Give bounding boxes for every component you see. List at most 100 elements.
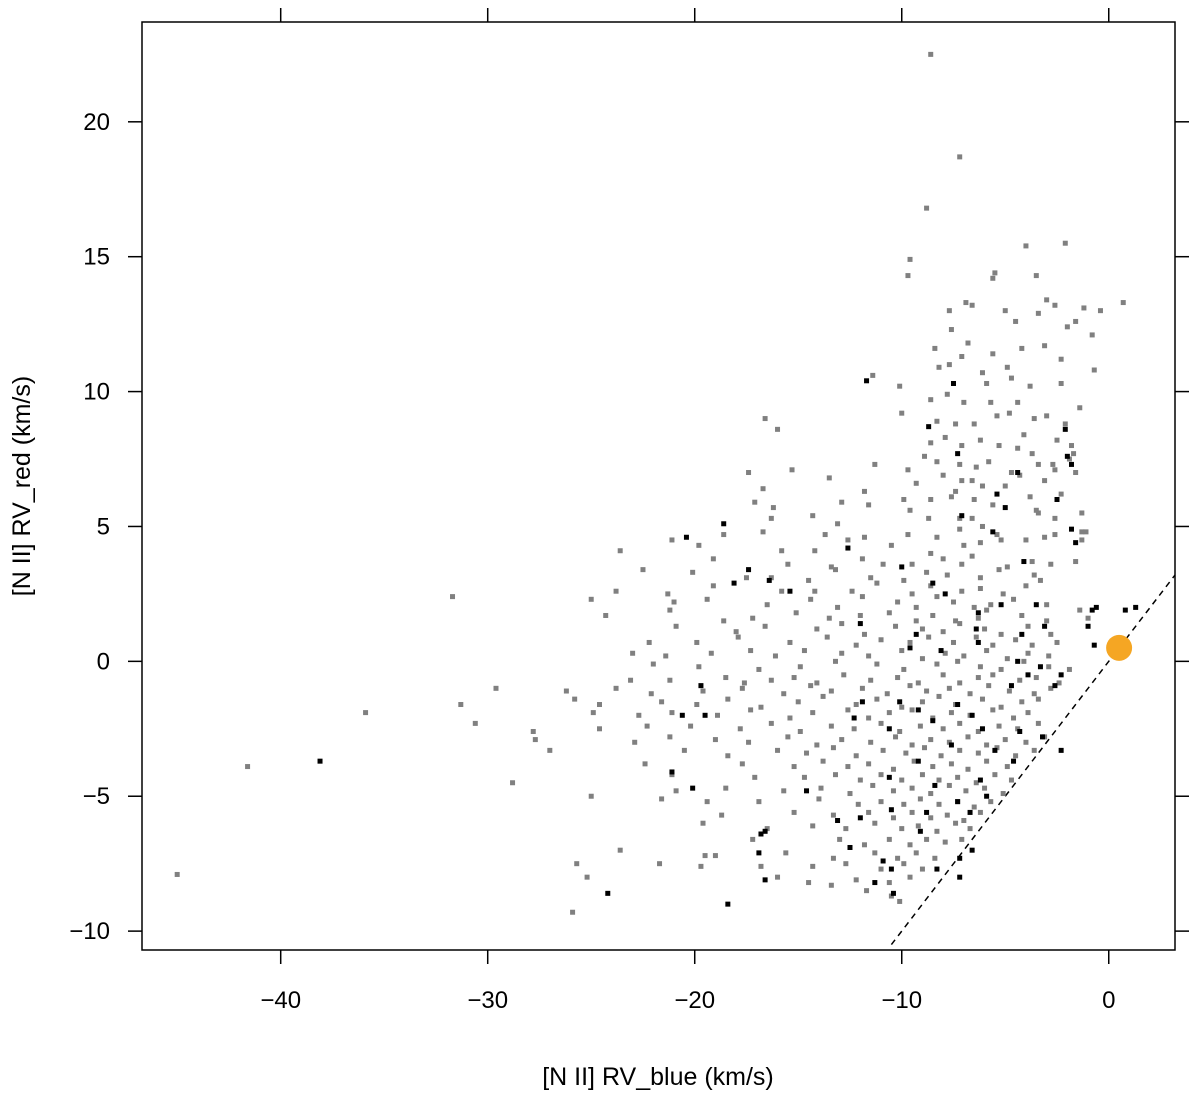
data-point-gray [998,537,1004,543]
data-point-black [886,726,892,732]
data-point-gray [886,610,892,616]
data-point-gray [768,720,774,726]
data-point-gray [905,273,911,279]
data-point-gray [839,737,845,743]
data-point-gray [936,693,942,699]
data-point-gray [820,693,826,699]
data-point-gray [584,874,590,880]
data-point-gray [1073,470,1079,476]
data-point-gray [944,391,950,397]
data-point-gray [694,702,700,708]
data-point-gray [775,874,781,880]
data-point-gray [946,739,952,745]
data-point-gray [975,750,981,756]
data-point-gray [801,774,807,780]
data-point-gray [752,774,758,780]
data-point-gray [363,710,369,716]
data-point-gray [708,650,714,656]
data-point-gray [998,704,1004,710]
data-point-black [1002,505,1008,511]
data-point-gray [849,588,855,594]
data-point-black [845,545,851,551]
data-point-gray [613,588,619,594]
data-point-gray [984,607,990,613]
data-point-gray [775,426,781,432]
data-point-gray [930,715,936,721]
data-point-black [975,610,981,616]
data-point-gray [961,818,967,824]
data-point-black [731,580,737,586]
data-point-gray [835,521,841,527]
data-point-gray [472,720,478,726]
data-point-gray [563,688,569,694]
data-point-gray [712,853,718,859]
data-point-black [942,591,948,597]
data-point-gray [967,691,973,697]
data-point-gray [946,782,952,788]
data-point-gray [928,791,934,797]
data-point-black [1015,658,1021,664]
data-point-gray [839,621,845,627]
data-point-black [1037,664,1043,670]
data-point-gray [990,672,996,678]
data-point-gray [946,685,952,691]
data-point-black [955,799,961,805]
data-point-gray [907,874,913,880]
data-point-gray [897,383,903,389]
data-point-gray [868,677,874,683]
data-point-gray [977,809,983,815]
data-point-gray [893,623,899,629]
data-point-black [990,529,996,535]
data-point-black [1058,672,1064,678]
data-point-gray [1062,421,1068,427]
data-point-gray [648,691,654,697]
data-point-gray [948,710,954,716]
data-point-gray [510,780,516,786]
data-point-gray [913,604,919,610]
data-point-gray [934,661,940,667]
data-point-gray [779,548,785,554]
data-point-gray [909,591,915,597]
data-point-gray [810,863,816,869]
data-point-gray [853,877,859,883]
plot-frame [141,21,1176,951]
data-point-gray [992,772,998,778]
data-point-gray [785,734,791,740]
data-point-gray [953,488,959,494]
data-point-gray [667,734,673,740]
data-point-gray [919,772,925,778]
data-point-gray [845,537,851,543]
x-tick-label: −30 [467,987,508,1014]
data-point-gray [969,478,975,484]
data-point-black [1058,747,1064,753]
data-point-gray [1079,537,1085,543]
data-point-gray [1023,583,1029,589]
data-point-black [1015,470,1021,476]
data-point-gray [1042,478,1048,484]
data-point-gray [1068,443,1074,449]
data-point-gray [897,898,903,904]
data-point-gray [1073,318,1079,324]
data-point-gray [1077,607,1083,613]
data-point-gray [922,453,928,459]
data-point-black [930,718,936,724]
data-point-gray [919,656,925,662]
data-point-black [998,602,1004,608]
data-point-gray [959,478,965,484]
data-point-black [1017,728,1023,734]
data-point-gray [826,615,832,621]
data-point-gray [1035,720,1041,726]
data-point-gray [1013,318,1019,324]
data-point-gray [979,523,985,529]
data-point-gray [845,764,851,770]
data-point-gray [1044,297,1050,303]
data-point-black [1008,683,1014,689]
data-point-gray [830,745,836,751]
data-point-gray [741,680,747,686]
data-point-gray [940,472,946,478]
data-point-black [926,424,932,430]
data-point-black [984,793,990,799]
data-point-gray [957,720,963,726]
data-point-gray [1006,688,1012,694]
data-point-gray [901,666,907,672]
